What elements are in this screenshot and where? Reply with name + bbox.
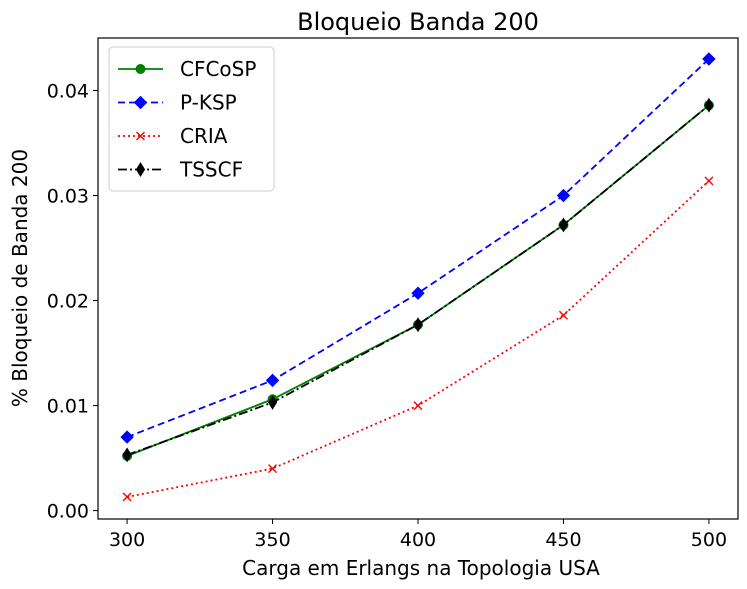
legend-marker [135, 64, 146, 74]
y-axis-title: % Bloqueio de Banda 200 [8, 149, 32, 407]
legend-label: CRIA [180, 124, 228, 148]
x-tick-label: 300 [109, 529, 145, 551]
series-layer [120, 52, 716, 502]
legend-label: CFCoSP [180, 57, 256, 81]
x-axis-title: Carga em Erlangs na Topologia USA [242, 556, 600, 580]
data-point-tsscf [704, 97, 714, 113]
legend-entry-tsscf: TSSCF [118, 158, 243, 182]
data-point-tsscf [122, 447, 132, 463]
legend: CFCoSP P-KSP CRIA TSSCF [108, 46, 275, 192]
series-cria [122, 176, 714, 502]
legend-label: TSSCF [179, 158, 243, 182]
data-point-cria [558, 310, 568, 320]
data-point-p-ksp [265, 373, 280, 388]
legend-marker [133, 95, 148, 110]
y-tick-label: 0.03 [47, 186, 89, 208]
x-axis: 300 350 400 450 500 [109, 519, 727, 551]
data-point-p-ksp [702, 52, 716, 66]
data-point-tsscf [413, 317, 423, 333]
data-point-cria [122, 492, 132, 502]
legend-entry-p-ksp: P-KSP [118, 91, 237, 115]
data-point-tsscf [267, 394, 278, 410]
x-tick-label: 350 [254, 529, 290, 551]
legend-label: P-KSP [180, 91, 237, 115]
legend-entry-cfcosp: CFCoSP [118, 57, 256, 81]
legend-marker [136, 131, 145, 141]
data-point-cria [413, 401, 423, 411]
legend-marker [135, 162, 146, 177]
data-point-p-ksp [411, 286, 425, 300]
series-p-ksp [120, 52, 716, 444]
series-tsscf [122, 97, 714, 463]
y-tick-label: 0.02 [47, 291, 89, 313]
data-point-tsscf [558, 217, 569, 233]
series-line-cria [126, 180, 710, 498]
y-tick-label: 0.01 [47, 396, 89, 418]
data-point-p-ksp [556, 188, 571, 203]
x-tick-label: 500 [691, 529, 727, 551]
chart-title: Bloqueio Banda 200 [297, 8, 539, 36]
y-tick-label: 0.04 [47, 81, 89, 103]
data-point-cria [704, 176, 714, 186]
x-tick-label: 450 [545, 529, 581, 551]
legend-box [108, 46, 275, 192]
y-tick-label: 0.00 [47, 501, 89, 523]
x-tick-label: 400 [400, 529, 436, 551]
data-point-p-ksp [120, 430, 134, 444]
data-point-cria [268, 464, 278, 474]
y-axis: 0.00 0.01 0.02 0.03 0.04 [47, 81, 98, 523]
legend-entry-cria: CRIA [118, 124, 228, 148]
